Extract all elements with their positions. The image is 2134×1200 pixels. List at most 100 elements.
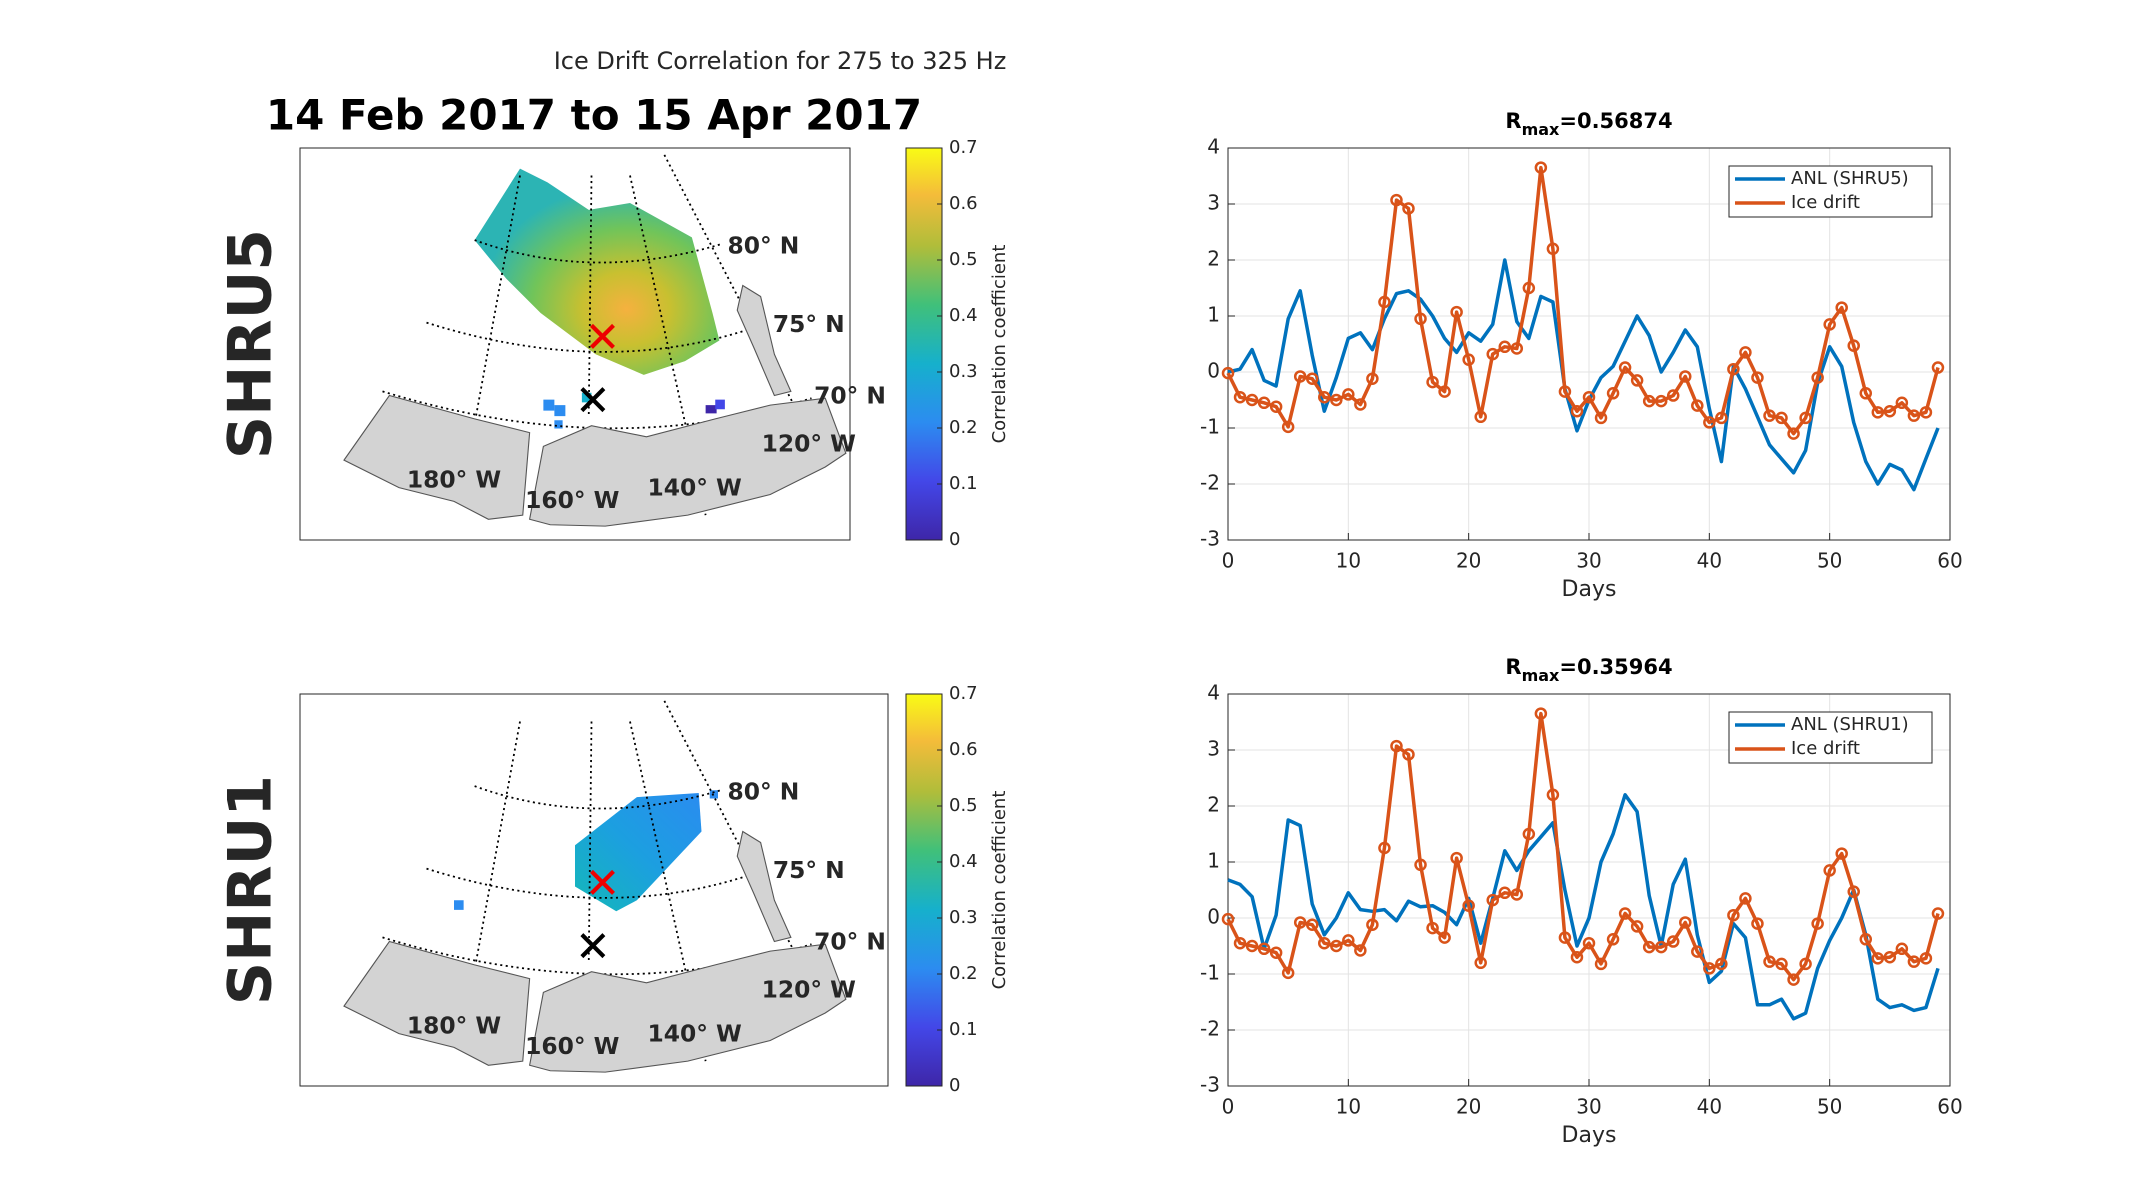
point-marker	[1895, 396, 1909, 410]
point-marker	[1233, 390, 1247, 404]
point-marker	[1390, 193, 1403, 207]
point-marker	[1847, 339, 1860, 352]
point-marker	[1558, 385, 1572, 398]
point-marker	[1293, 370, 1307, 383]
station-label: SHRU1	[216, 775, 286, 1005]
cell	[543, 399, 555, 411]
graticule	[587, 721, 593, 963]
series-line	[1227, 793, 1940, 1021]
point-marker	[1486, 893, 1499, 907]
cell	[454, 900, 464, 910]
colorbar-tick-label: 0.3	[949, 907, 978, 928]
lon-label: 140° W	[647, 474, 742, 502]
point-marker	[1245, 393, 1259, 407]
x-tick-label: 40	[1697, 549, 1722, 573]
lon-label: 160° W	[525, 486, 620, 514]
point-marker	[1907, 409, 1921, 422]
legend-label: ANL (SHRU5)	[1791, 168, 1909, 189]
point-marker	[1715, 957, 1728, 971]
cell	[715, 399, 725, 410]
point-marker	[1354, 944, 1367, 957]
point-marker	[1522, 281, 1536, 295]
colorbar-tick-label: 0.4	[949, 851, 978, 872]
colorbar-tick-label: 0.2	[949, 417, 978, 438]
colorbar-tick-label: 0.3	[949, 361, 978, 382]
y-tick-label: 4	[1207, 681, 1220, 705]
point-marker	[1703, 962, 1716, 975]
point-marker	[1233, 936, 1247, 950]
point-marker	[1414, 858, 1427, 872]
point-marker	[1727, 362, 1740, 376]
x-tick-label: 30	[1576, 1095, 1601, 1119]
colorbar-label: Correlation coefficient	[989, 791, 1010, 990]
point-marker	[1919, 952, 1933, 965]
point-marker	[1895, 942, 1909, 956]
graticule	[475, 721, 521, 963]
date-range: 14 Feb 2017 to 15 Apr 2017	[266, 91, 922, 140]
title-part: =0.35964	[1559, 655, 1672, 679]
lon-label: 120° W	[762, 430, 857, 458]
point-marker	[1534, 161, 1548, 174]
lat-label: 70° N	[814, 927, 886, 955]
point-marker	[1221, 366, 1235, 380]
point-marker	[1318, 390, 1331, 404]
x-tick-label: 30	[1576, 549, 1601, 573]
lon-label: 140° W	[647, 1020, 742, 1048]
lat-label: 75° N	[773, 856, 845, 884]
point-marker	[1269, 946, 1283, 959]
cell	[581, 392, 592, 403]
legend-box	[1728, 711, 1933, 764]
lat-label: 75° N	[773, 310, 845, 338]
land	[343, 940, 531, 1066]
y-tick-label: -1	[1200, 415, 1220, 439]
point-marker	[1679, 370, 1692, 383]
x-tick-label: 50	[1817, 549, 1842, 573]
point-marker	[1715, 411, 1728, 425]
point-marker	[1787, 973, 1800, 986]
point-marker	[1342, 388, 1355, 401]
y-tick-label: 3	[1207, 737, 1220, 761]
x-tick-label: 60	[1937, 549, 1962, 573]
point-marker	[1654, 394, 1668, 408]
cell	[554, 405, 566, 417]
y-tick-label: -2	[1200, 1017, 1220, 1041]
axes-box	[1227, 147, 1951, 541]
point-marker	[1883, 404, 1897, 418]
land	[736, 284, 792, 397]
point-marker	[1691, 399, 1704, 412]
point-marker	[1919, 406, 1933, 419]
y-tick-label: 1	[1207, 849, 1220, 873]
point-marker	[1221, 912, 1235, 926]
point-marker	[1582, 936, 1596, 950]
y-tick-label: 2	[1207, 793, 1220, 817]
point-marker	[1594, 957, 1608, 971]
x-tick-label: 10	[1336, 1095, 1361, 1119]
title-part: R	[1505, 109, 1521, 133]
land	[528, 943, 847, 1073]
point-marker	[1330, 939, 1343, 953]
point-marker	[1450, 851, 1463, 865]
graticule	[587, 175, 593, 417]
lon-label: 180° W	[407, 1011, 502, 1039]
point-marker	[1474, 956, 1487, 970]
point-marker	[1703, 416, 1716, 429]
point-marker	[1245, 939, 1259, 953]
land	[343, 394, 531, 520]
lat-label: 80° N	[727, 232, 799, 260]
point-marker	[1907, 955, 1921, 968]
map: 80° N 75° N 70° N 180° W 160° W 140° W 120° W	[343, 700, 886, 1073]
point-marker	[1679, 916, 1692, 929]
point-marker	[1498, 886, 1512, 900]
point-marker	[1811, 371, 1824, 384]
colorbar-tick-label: 0.1	[949, 473, 978, 494]
point-marker	[1883, 950, 1897, 964]
point-marker	[1582, 390, 1596, 404]
x-tick-label: 0	[1222, 549, 1235, 573]
title-part: max	[1522, 120, 1560, 139]
point-marker	[1378, 841, 1391, 855]
point-marker	[1835, 301, 1848, 314]
point-marker	[1257, 396, 1271, 410]
point-marker	[1450, 305, 1463, 319]
x-tick-label: 50	[1817, 1095, 1842, 1119]
